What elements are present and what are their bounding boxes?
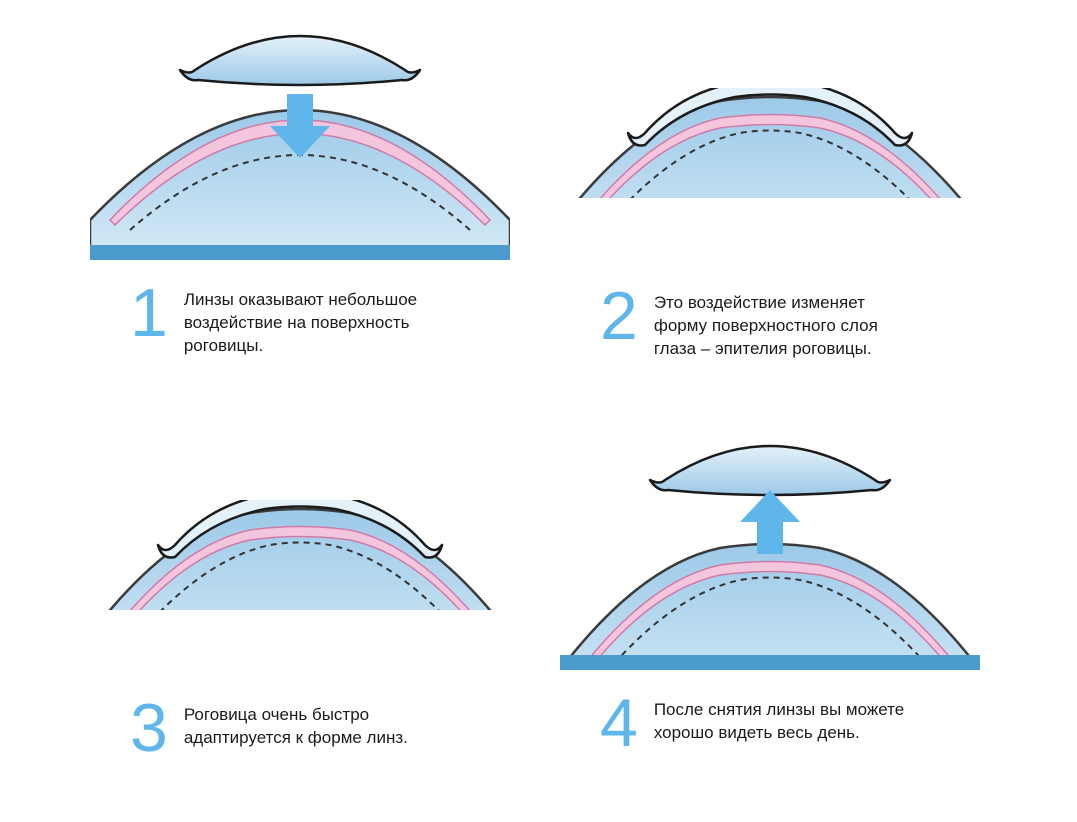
step-text: После снятия линзы вы можете хорошо виде… [654,693,914,745]
step-number: 1 [130,283,166,344]
panel-step-3: 3 Роговица очень быстро адаптируется к ф… [90,500,510,759]
illustration-step-3 [90,500,510,675]
lens-floating [180,36,420,85]
step-text: Это воздействие изменяет форму поверхнос… [654,286,914,361]
illustration-step-4 [560,430,980,670]
base-band [560,655,980,670]
step-number: 2 [600,286,636,347]
base-band [90,660,510,675]
caption-step-3: 3 Роговица очень быстро адаптируется к ф… [90,698,510,759]
step-number: 3 [130,698,166,759]
panel-step-2: 2 Это воздействие изменяет форму поверхн… [560,88,980,361]
lens-floating [650,446,890,495]
step-text: Линзы оказывают небольшое воздействие на… [184,283,444,358]
step-text: Роговица очень быстро адаптируется к фор… [184,698,444,750]
panel-step-1: 1 Линзы оказывают небольшое воздействие … [90,20,510,358]
caption-step-4: 4 После снятия линзы вы можете хорошо ви… [560,693,980,754]
infographic-container: 1 Линзы оказывают небольшое воздействие … [0,0,1077,822]
step-number: 4 [600,693,636,754]
base-band [90,245,510,260]
caption-step-2: 2 Это воздействие изменяет форму поверхн… [560,286,980,361]
panel-step-4: 4 После снятия линзы вы можете хорошо ви… [560,430,980,754]
illustration-step-2 [560,88,980,263]
illustration-step-1 [90,20,510,260]
caption-step-1: 1 Линзы оказывают небольшое воздействие … [90,283,510,358]
base-band [560,248,980,263]
